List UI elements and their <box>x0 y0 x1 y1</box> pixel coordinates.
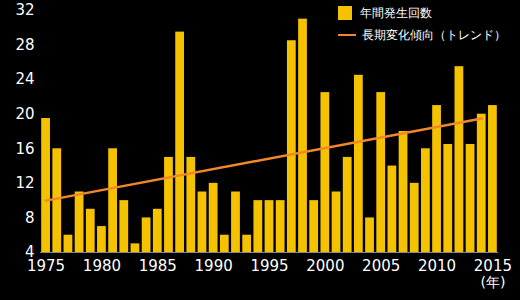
svg-text:12: 12 <box>15 174 34 192</box>
svg-text:16: 16 <box>15 140 34 158</box>
svg-text:4: 4 <box>25 243 35 262</box>
svg-text:28: 28 <box>15 36 34 54</box>
svg-text:(年): (年) <box>480 274 505 290</box>
svg-text:2000: 2000 <box>306 257 344 275</box>
html-text:長期変化傾向（トレンド）: 長期変化傾向（トレンド） <box>362 27 506 42</box>
svg-text:20: 20 <box>15 105 34 123</box>
svg-text:1995: 1995 <box>250 257 288 275</box>
svg-text:2010: 2010 <box>418 257 456 275</box>
svg-text:1975: 1975 <box>27 257 65 275</box>
svg-text:1985: 1985 <box>139 257 177 275</box>
svg-text:8: 8 <box>25 209 35 227</box>
svg-text:2005: 2005 <box>362 257 400 275</box>
svg-text:1990: 1990 <box>195 257 233 275</box>
svg-text:32: 32 <box>15 1 34 19</box>
svg-text:24: 24 <box>15 70 34 88</box>
svg-text:2015: 2015 <box>474 257 512 275</box>
html-text:年間発生回数: 年間発生回数 <box>360 5 432 20</box>
svg-text:1980: 1980 <box>83 257 121 275</box>
